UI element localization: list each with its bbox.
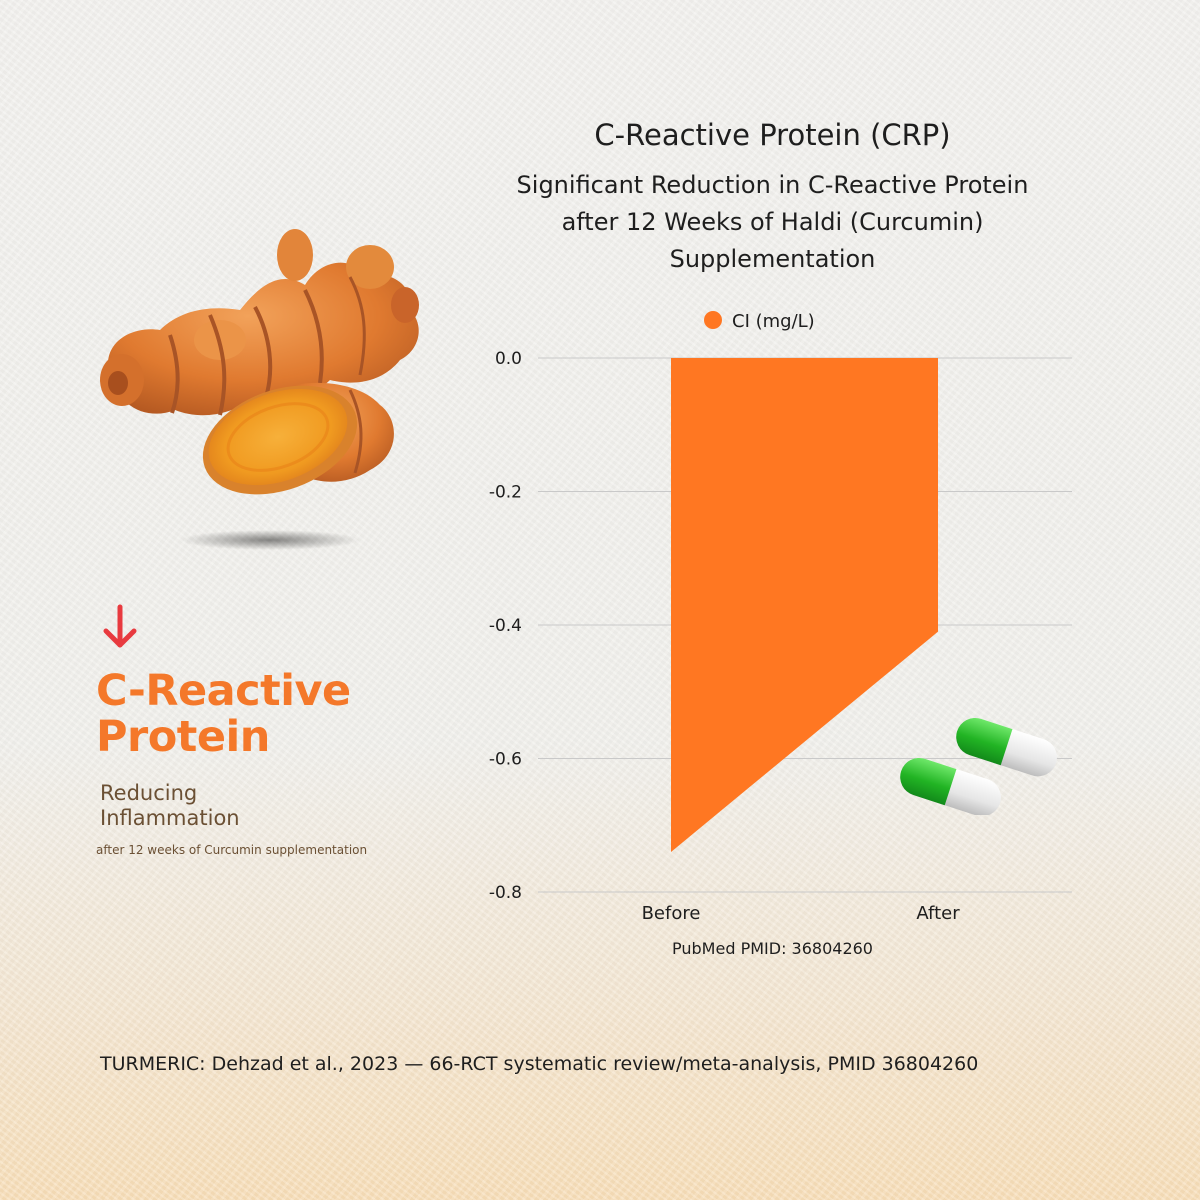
legend-swatch <box>704 311 722 329</box>
crp-area-chart: 0.0 -0.2 -0.4 -0.6 -0.8 CI (mg/L) Before After <box>489 311 1072 924</box>
subheading: Reducing Inflammation <box>100 781 360 831</box>
headline-line-2: Protein <box>96 712 270 762</box>
y-tick-label: -0.2 <box>489 483 522 503</box>
footer-citation: TURMERIC: Dehzad et al., 2023 — 66-RCT s… <box>100 1053 979 1075</box>
legend-label: CI (mg/L) <box>732 311 815 332</box>
turmeric-root-illustration <box>100 229 419 550</box>
capsule-pills-illustration <box>900 717 1057 815</box>
arrow-down-icon <box>103 604 137 648</box>
headline-line-1: C-Reactive <box>96 666 351 716</box>
x-tick-label-before: Before <box>642 903 701 924</box>
y-tick-label: 0.0 <box>495 349 522 369</box>
chart-title: C-Reactive Protein (CRP) <box>594 118 951 152</box>
y-tick-label: -0.6 <box>489 750 522 770</box>
chart-subtitle: Significant Reduction in C-Reactive Prot… <box>470 167 1075 278</box>
chart-subtitle-line-1: Significant Reduction in C-Reactive Prot… <box>516 171 1029 199</box>
headline-caption: after 12 weeks of Curcumin supplementati… <box>96 843 368 857</box>
y-tick-label: -0.8 <box>489 883 522 903</box>
chart-subtitle-line-2: after 12 Weeks of Haldi (Curcumin) <box>561 208 984 236</box>
subheading-line-1: Reducing <box>100 781 198 805</box>
area-series-ci <box>671 358 938 852</box>
x-tick-label-after: After <box>916 903 960 924</box>
source-note: PubMed PMID: 36804260 <box>672 939 873 958</box>
subheading-line-2: Inflammation <box>100 806 240 830</box>
y-tick-label: -0.4 <box>489 616 522 636</box>
headline: C-Reactive Protein <box>96 668 496 760</box>
chart-subtitle-line-3: Supplementation <box>669 245 876 273</box>
